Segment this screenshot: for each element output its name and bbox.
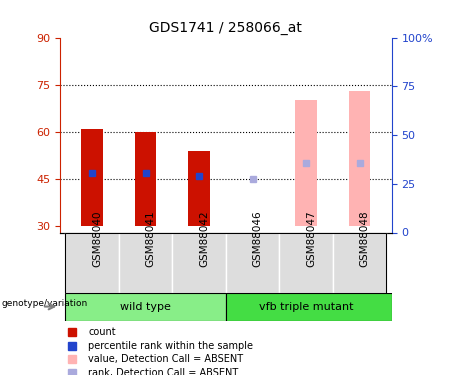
- Text: percentile rank within the sample: percentile rank within the sample: [88, 340, 253, 351]
- Text: GSM88046: GSM88046: [253, 210, 263, 267]
- FancyBboxPatch shape: [172, 232, 226, 292]
- FancyBboxPatch shape: [226, 292, 392, 321]
- FancyBboxPatch shape: [279, 232, 333, 292]
- Title: GDS1741 / 258066_at: GDS1741 / 258066_at: [149, 21, 302, 35]
- Text: rank, Detection Call = ABSENT: rank, Detection Call = ABSENT: [88, 368, 238, 375]
- Text: genotype/variation: genotype/variation: [1, 299, 88, 308]
- Text: count: count: [88, 327, 116, 337]
- Text: value, Detection Call = ABSENT: value, Detection Call = ABSENT: [88, 354, 243, 364]
- Text: GSM88040: GSM88040: [92, 210, 102, 267]
- Text: GSM88041: GSM88041: [146, 210, 155, 267]
- Bar: [135, 132, 156, 226]
- Bar: [296, 100, 317, 226]
- Text: GSM88047: GSM88047: [306, 210, 316, 267]
- Bar: [81, 129, 103, 226]
- Text: wild type: wild type: [120, 302, 171, 312]
- FancyBboxPatch shape: [65, 292, 226, 321]
- FancyBboxPatch shape: [119, 232, 172, 292]
- FancyBboxPatch shape: [65, 232, 119, 292]
- FancyBboxPatch shape: [226, 232, 279, 292]
- Text: vfb triple mutant: vfb triple mutant: [259, 302, 354, 312]
- Bar: [189, 151, 210, 226]
- Text: GSM88048: GSM88048: [360, 210, 370, 267]
- Text: GSM88042: GSM88042: [199, 210, 209, 267]
- FancyBboxPatch shape: [333, 232, 386, 292]
- Bar: [349, 91, 371, 226]
